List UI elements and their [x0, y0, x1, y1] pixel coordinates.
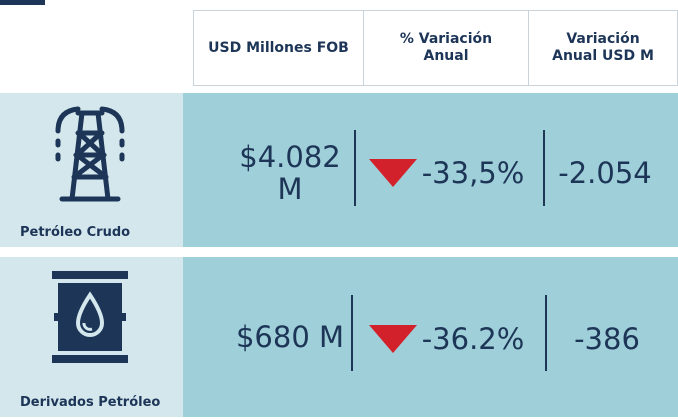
value: -36.2% — [421, 322, 525, 356]
column-header: % Variación Anual — [363, 10, 529, 86]
row-values: $4.082 M -33,5% -2.054 — [183, 93, 678, 247]
row-label: Derivados Petróleo — [20, 395, 161, 410]
value: -2.054 — [558, 156, 652, 190]
row-label: Petróleo Crudo — [20, 225, 131, 240]
row-icon-cell: Petróleo Crudo — [0, 93, 183, 247]
column-header: Variación Anual USD M — [528, 10, 678, 86]
down-triangle — [369, 159, 417, 187]
separator — [543, 130, 545, 206]
corner-bar — [0, 0, 45, 5]
value: -33,5% — [421, 156, 525, 190]
down-triangle — [369, 325, 417, 353]
barrel-icon — [52, 271, 128, 363]
row-icon-cell: Derivados Petróleo — [0, 257, 183, 417]
value: $4.082 M — [239, 140, 341, 206]
derrick-icon — [55, 106, 125, 202]
value: -386 — [574, 322, 640, 356]
row-values: $680 M -36.2% -386 — [183, 257, 678, 417]
separator — [354, 130, 356, 206]
column-header: USD Millones FOB — [193, 10, 364, 86]
separator — [351, 295, 353, 371]
value: $680 M — [235, 320, 345, 354]
separator — [545, 295, 547, 371]
